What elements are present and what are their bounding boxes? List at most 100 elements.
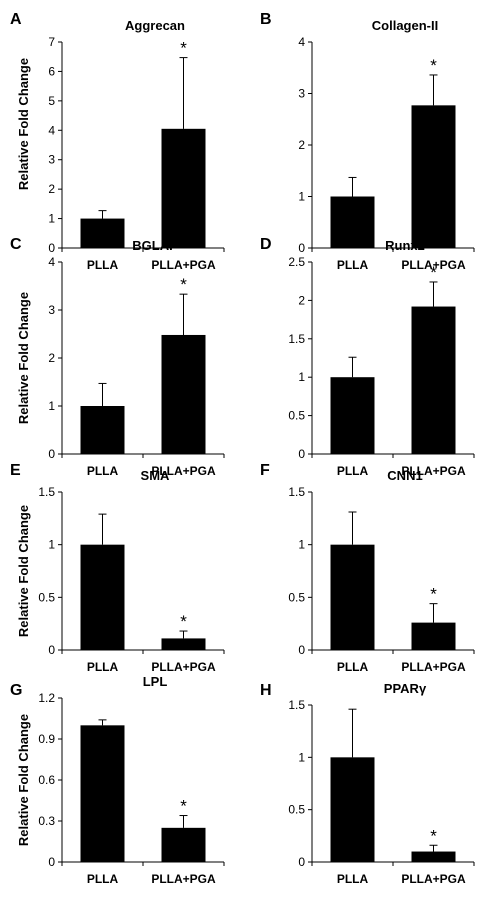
panel-h-xtick-label: PLLA bbox=[337, 872, 369, 886]
panel-c-xtick-label: PLLA+PGA bbox=[151, 464, 216, 478]
panel-h-significance-star: * bbox=[430, 826, 437, 845]
panel-a-ytick-label: 3 bbox=[48, 153, 55, 167]
panel-g-xtick-label: PLLA+PGA bbox=[151, 872, 216, 886]
panel-d-xtick-label: PLLA bbox=[337, 464, 369, 478]
panel-d-bar-plla-pga bbox=[411, 306, 456, 454]
panel-f-ytick-label: 0.5 bbox=[288, 590, 305, 604]
panel-a-bar-plla bbox=[80, 218, 125, 248]
panel-d-letter: D bbox=[260, 236, 272, 253]
panel-c-ytick-label: 1 bbox=[48, 399, 55, 413]
panel-c-bar-plla bbox=[80, 406, 125, 454]
panel-h-ytick-label: 0.5 bbox=[288, 803, 305, 817]
panel-f-ytick-label: 1.5 bbox=[288, 485, 305, 499]
panel-a-significance-star: * bbox=[180, 39, 187, 58]
panel-a-ytick-label: 1 bbox=[48, 212, 55, 226]
panel-d-title: Runx2 bbox=[385, 238, 425, 253]
panel-d-xtick-label: PLLA+PGA bbox=[401, 464, 466, 478]
panel-c-title: BGLAP bbox=[132, 238, 178, 253]
panel-b-ytick-label: 4 bbox=[298, 35, 305, 49]
panel-g-ytick-label: 0 bbox=[48, 855, 55, 869]
panel-h-ytick-label: 0 bbox=[298, 855, 305, 869]
panel-a-title: Aggrecan bbox=[125, 18, 185, 33]
panel-e-bar-plla bbox=[80, 544, 125, 650]
panel-d-ytick-label: 0 bbox=[298, 447, 305, 461]
panel-c-ytick-label: 4 bbox=[48, 255, 55, 269]
panel-d-ytick-label: 2.5 bbox=[288, 255, 305, 269]
panel-f-ytick-label: 0 bbox=[298, 643, 305, 657]
panel-h-title: PPARγ bbox=[384, 681, 427, 696]
panel-a-ytick-label: 4 bbox=[48, 123, 55, 137]
panel-c-ytick-label: 2 bbox=[48, 351, 55, 365]
panel-c-ylabel: Relative Fold Change bbox=[16, 292, 31, 424]
panel-e-ytick-label: 0 bbox=[48, 643, 55, 657]
panel-g-title: LPL bbox=[143, 674, 168, 689]
panel-f-letter: F bbox=[260, 462, 270, 479]
panel-a-ytick-label: 0 bbox=[48, 241, 55, 255]
panel-b-xtick-label: PLLA+PGA bbox=[401, 258, 466, 272]
panel-a-ytick-label: 6 bbox=[48, 64, 55, 78]
panel-e-ytick-label: 0.5 bbox=[38, 590, 55, 604]
panel-c-ytick-label: 0 bbox=[48, 447, 55, 461]
panel-a-xtick-label: PLLA bbox=[87, 258, 119, 272]
panel-g-bar-plla-pga bbox=[161, 827, 206, 862]
panel-c-significance-star: * bbox=[180, 275, 187, 294]
panel-e-bar-plla-pga bbox=[161, 638, 206, 650]
panel-e-xtick-label: PLLA+PGA bbox=[151, 660, 216, 674]
panel-e-ytick-label: 1 bbox=[48, 538, 55, 552]
panel-d-significance-star: * bbox=[430, 263, 437, 282]
panel-g-ytick-label: 0.9 bbox=[38, 732, 55, 746]
panel-h-ytick-label: 1 bbox=[298, 750, 305, 764]
panel-d-ytick-label: 0.5 bbox=[288, 409, 305, 423]
panel-c-ytick-label: 3 bbox=[48, 303, 55, 317]
panel-f-ytick-label: 1 bbox=[298, 538, 305, 552]
panel-g-significance-star: * bbox=[180, 797, 187, 816]
panel-g-bar-plla bbox=[80, 725, 125, 862]
panel-b-ytick-label: 2 bbox=[298, 138, 305, 152]
panel-b-ytick-label: 1 bbox=[298, 190, 305, 204]
panel-e-title: SMA bbox=[141, 468, 171, 483]
panel-f-xtick-label: PLLA bbox=[337, 660, 369, 674]
panel-h-bar-plla bbox=[330, 757, 375, 862]
panel-e-ytick-label: 1.5 bbox=[38, 485, 55, 499]
panel-a-ytick-label: 7 bbox=[48, 35, 55, 49]
panel-d-bar-plla bbox=[330, 377, 375, 454]
panel-f-title: CNN1 bbox=[387, 468, 422, 483]
panel-e-xtick-label: PLLA bbox=[87, 660, 119, 674]
panel-g-ytick-label: 0.3 bbox=[38, 814, 55, 828]
panel-d-ytick-label: 2 bbox=[298, 293, 305, 307]
panel-g-ytick-label: 0.6 bbox=[38, 773, 55, 787]
panel-g-letter: G bbox=[10, 682, 22, 699]
panel-a-xtick-label: PLLA+PGA bbox=[151, 258, 216, 272]
panel-c-xtick-label: PLLA bbox=[87, 464, 119, 478]
panel-f-xtick-label: PLLA+PGA bbox=[401, 660, 466, 674]
panel-e-letter: E bbox=[10, 462, 21, 479]
panel-f-bar-plla bbox=[330, 544, 375, 650]
panel-d-ytick-label: 1 bbox=[298, 370, 305, 384]
panel-e-ylabel: Relative Fold Change bbox=[16, 505, 31, 637]
panel-a-ylabel: Relative Fold Change bbox=[16, 58, 31, 190]
panel-h-xtick-label: PLLA+PGA bbox=[401, 872, 466, 886]
panel-b-ytick-label: 0 bbox=[298, 241, 305, 255]
panel-h-ytick-label: 1.5 bbox=[288, 698, 305, 712]
panel-a-bar-plla-pga bbox=[161, 128, 206, 248]
panel-b-title: Collagen-II bbox=[372, 18, 438, 33]
panel-b-letter: B bbox=[260, 11, 272, 28]
panel-g-ylabel: Relative Fold Change bbox=[16, 714, 31, 846]
panel-b-bar-plla-pga bbox=[411, 105, 456, 248]
panel-f-significance-star: * bbox=[430, 585, 437, 604]
panel-b-bar-plla bbox=[330, 196, 375, 248]
panel-h-bar-plla-pga bbox=[411, 851, 456, 862]
panel-d-ytick-label: 1.5 bbox=[288, 332, 305, 346]
panel-g-xtick-label: PLLA bbox=[87, 872, 119, 886]
panel-b-ytick-label: 3 bbox=[298, 87, 305, 101]
panel-a-ytick-label: 5 bbox=[48, 94, 55, 108]
panel-a-letter: A bbox=[10, 11, 22, 28]
panel-e-significance-star: * bbox=[180, 612, 187, 631]
panel-f-bar-plla-pga bbox=[411, 622, 456, 650]
panel-b-significance-star: * bbox=[430, 56, 437, 75]
panel-h-letter: H bbox=[260, 682, 272, 699]
panel-b-xtick-label: PLLA bbox=[337, 258, 369, 272]
panel-c-bar-plla-pga bbox=[161, 334, 206, 454]
panel-c-letter: C bbox=[10, 236, 22, 253]
